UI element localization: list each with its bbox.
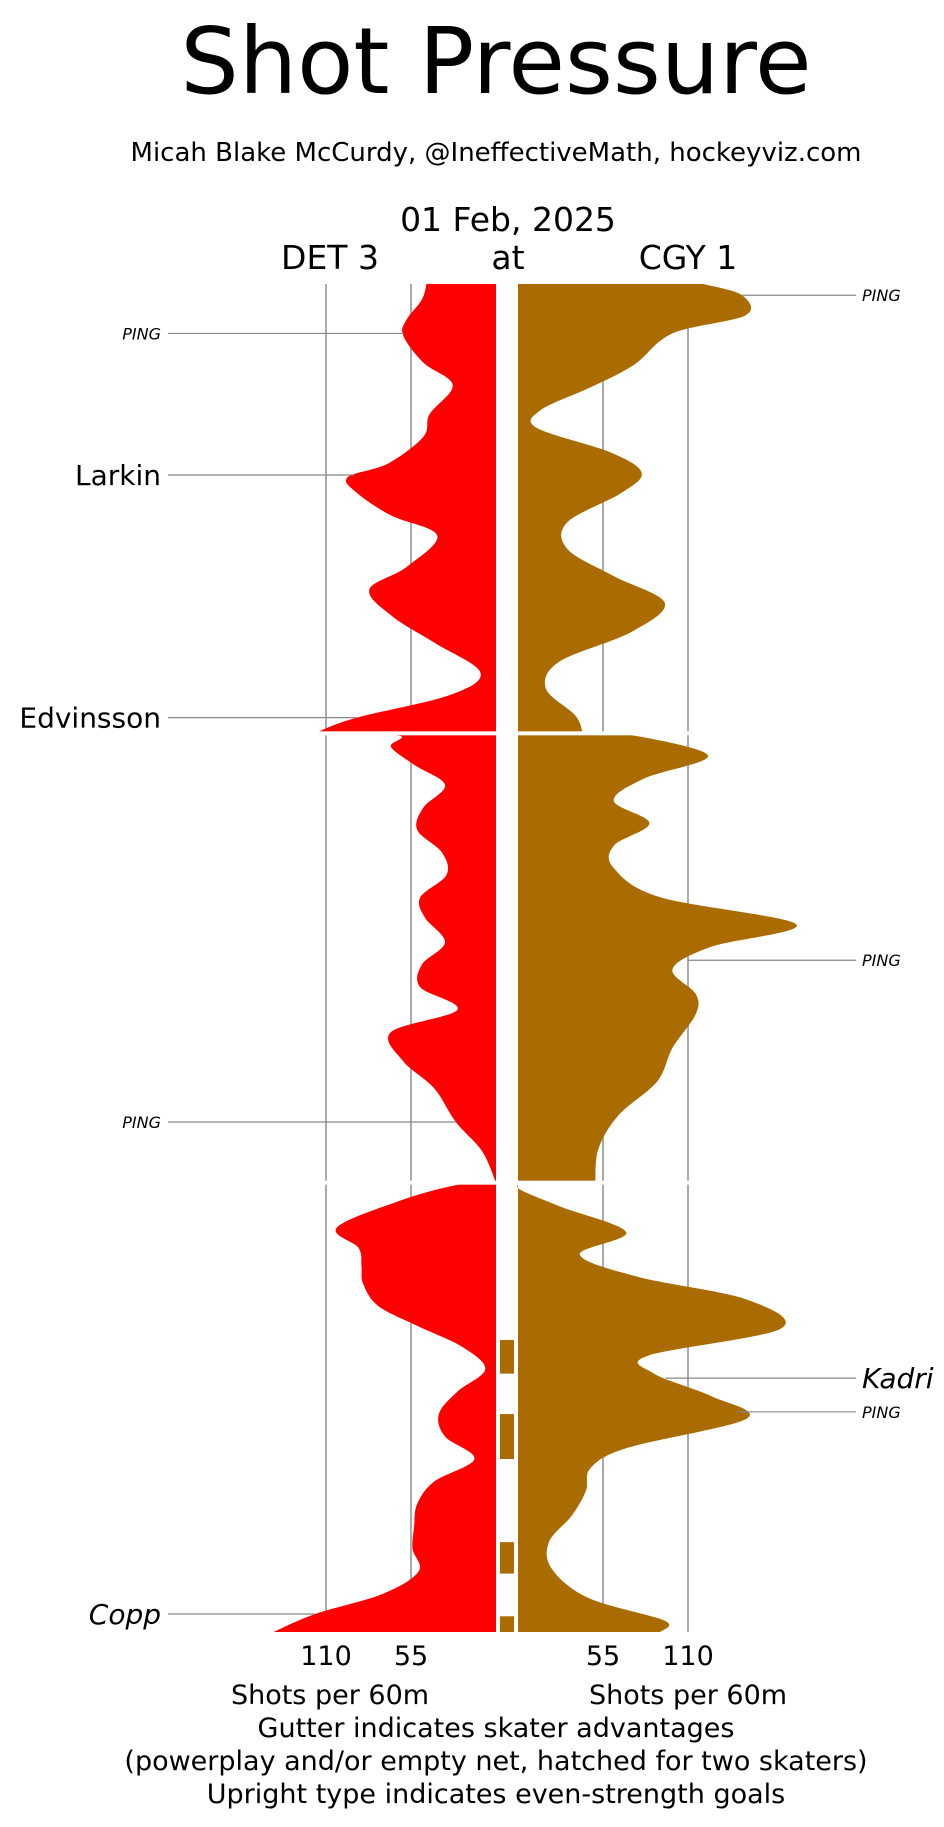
pressure-area-left-period-2 — [319, 733, 496, 1183]
goal-scorer-label: Copp — [89, 1598, 161, 1631]
advantage-bar-4 — [500, 1616, 514, 1632]
footer-line-1: Gutter indicates skater advantages — [257, 1713, 735, 1744]
x-axis-label-left: Shots per 60m — [230, 1680, 430, 1711]
pressure-area-left-period-1 — [317, 284, 496, 734]
advantage-bar-1 — [500, 1339, 514, 1374]
tick-label-left-55: 55 — [394, 1641, 428, 1672]
period-breaks — [300, 731, 720, 1185]
chart-subtitle: Micah Blake McCurdy, @IneffectiveMath, h… — [130, 138, 862, 168]
tick-label-right-55: 55 — [586, 1641, 620, 1672]
period-break-2 — [300, 1180, 720, 1185]
post-label: PING — [862, 951, 901, 970]
advantage-bar-3 — [500, 1542, 514, 1574]
value-tick-labels: 55 55 110 110 — [300, 1641, 714, 1672]
away-team-label: DET 3 — [281, 238, 379, 277]
chart-title: Shot Pressure — [180, 8, 812, 115]
footer-line-2: (powerplay and/or empty net, hatched for… — [124, 1746, 868, 1777]
pressure-area-right-period-3 — [517, 1182, 786, 1632]
home-team-label: CGY 1 — [638, 238, 738, 277]
footer-line-3: Upright type indicates even-strength goa… — [206, 1779, 786, 1810]
pressure-area-left-period-3 — [273, 1182, 496, 1632]
pressure-area-right-period-1 — [518, 284, 752, 734]
tick-label-left-110: 110 — [300, 1641, 352, 1672]
goal-scorer-label: Larkin — [75, 459, 161, 492]
goal-scorer-label: Kadri — [862, 1362, 934, 1395]
post-label: PING — [862, 1403, 901, 1422]
advantage-gutter — [500, 1339, 514, 1632]
post-label: PING — [862, 286, 901, 305]
advantage-bar-2 — [500, 1414, 514, 1460]
pressure-areas — [273, 284, 797, 1632]
post-label: PING — [122, 324, 161, 343]
goal-annotations: PING Larkin Edvinsson PING Copp PING PING Kadri… — [19, 286, 933, 1631]
tick-label-right-110: 110 — [662, 1641, 714, 1672]
at-label: at — [491, 238, 525, 277]
pressure-area-right-period-2 — [518, 733, 797, 1183]
goal-scorer-label: Edvinsson — [19, 702, 161, 735]
period-break-1 — [300, 731, 720, 736]
post-label: PING — [122, 1113, 161, 1132]
x-axis-label-right: Shots per 60m — [588, 1680, 788, 1711]
game-date: 01 Feb, 2025 — [400, 200, 616, 239]
